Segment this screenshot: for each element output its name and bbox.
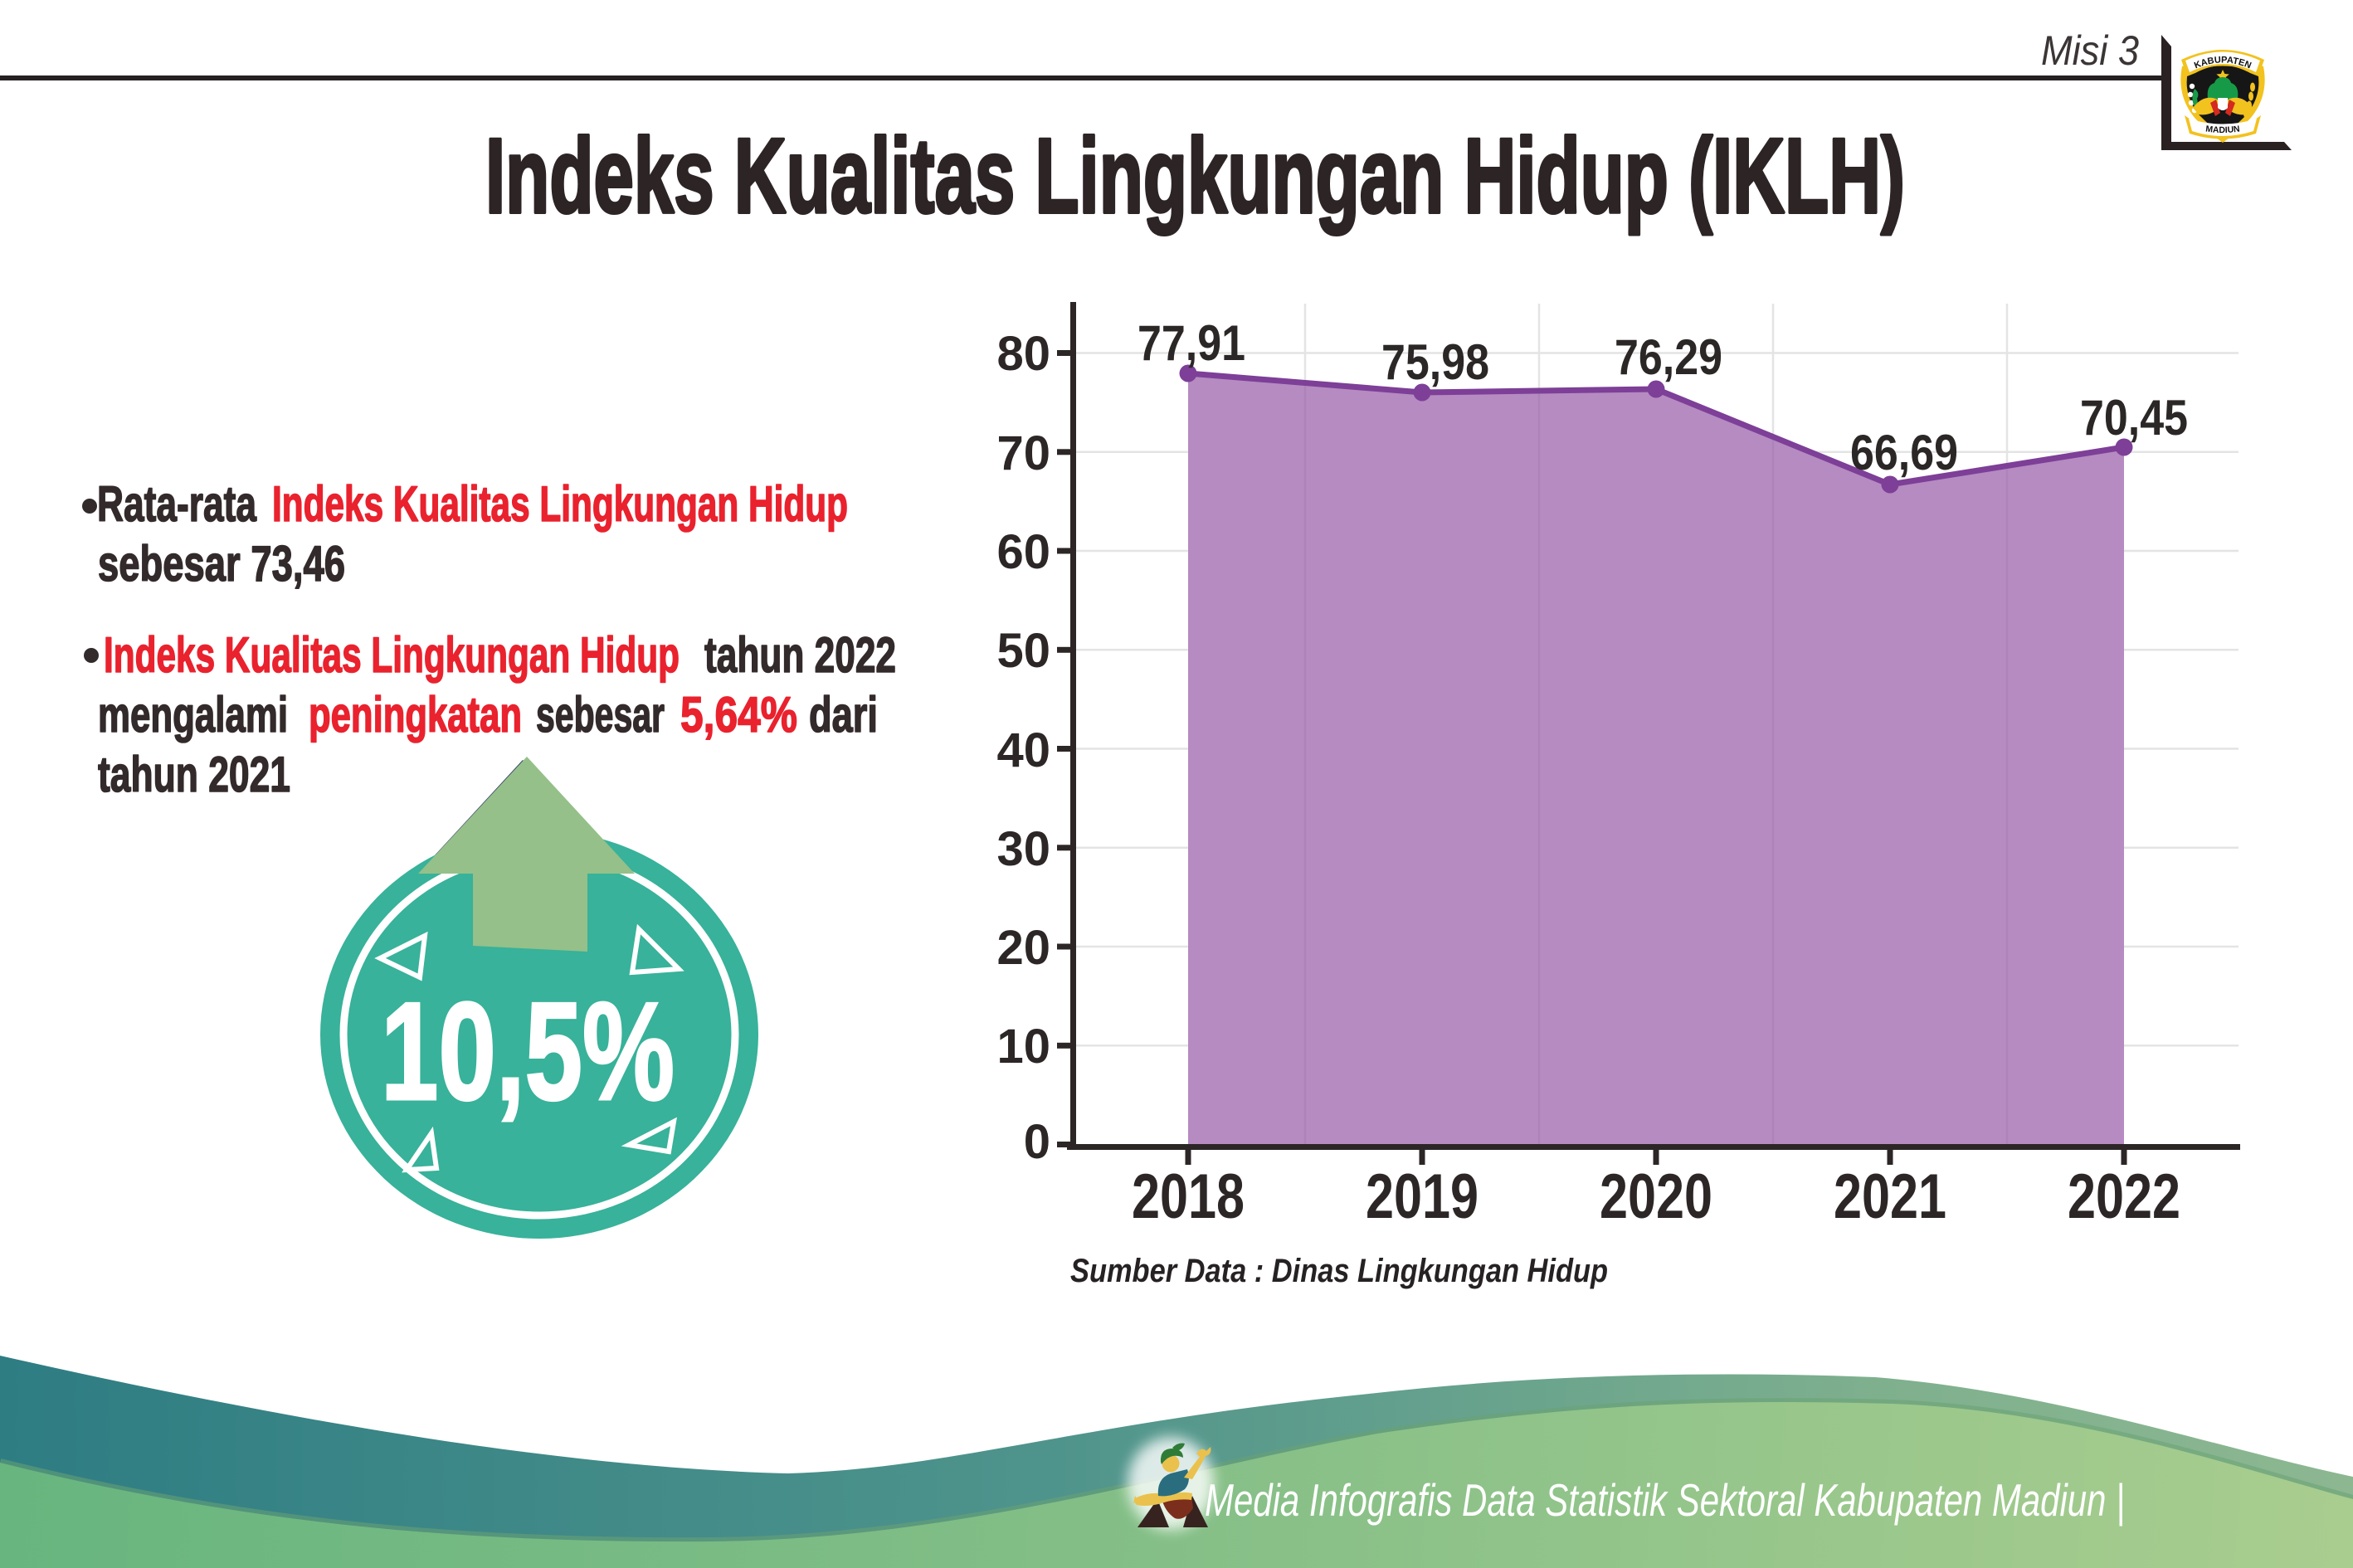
svg-text:tahun 2021: tahun 2021 (98, 747, 290, 802)
svg-text:10,5%: 10,5% (381, 973, 675, 1129)
svg-text:0: 0 (1024, 1115, 1050, 1169)
svg-text:50: 50 (996, 624, 1050, 678)
svg-text:sebesar 73,46: sebesar 73,46 (98, 536, 345, 592)
svg-text:mengalami: mengalami (98, 687, 288, 743)
svg-text:10: 10 (996, 1020, 1050, 1074)
svg-text:Indeks Kualitas Lingkungan Hid: Indeks Kualitas Lingkungan Hidup (272, 476, 848, 532)
svg-text:2019: 2019 (1366, 1161, 1479, 1232)
svg-text:MADIUN: MADIUN (2205, 124, 2241, 135)
svg-text:2020: 2020 (1600, 1161, 1712, 1232)
svg-text:60: 60 (996, 525, 1050, 579)
svg-text:2018: 2018 (1132, 1161, 1245, 1232)
svg-text:peningkatan: peningkatan (309, 687, 522, 743)
svg-text:77,91: 77,91 (1138, 315, 1245, 371)
svg-text:KABUPATEN: KABUPATEN (2193, 55, 2253, 71)
svg-text:66,69: 66,69 (1850, 425, 1958, 480)
svg-text:Sumber Data : Dinas Lingkungan: Sumber Data : Dinas Lingkungan Hidup (1070, 1253, 1608, 1289)
svg-text:tahun 2022: tahun 2022 (704, 627, 896, 683)
svg-text:80: 80 (996, 327, 1050, 381)
svg-text:sebesar: sebesar (536, 687, 665, 743)
svg-text:20: 20 (996, 921, 1050, 975)
svg-text:40: 40 (996, 723, 1050, 777)
svg-text:30: 30 (996, 822, 1050, 876)
svg-text:75,98: 75,98 (1381, 334, 1489, 390)
svg-text:Indeks Kualitas Lingkungan Hid: Indeks Kualitas Lingkungan Hidup (IKLH) (485, 117, 1905, 236)
svg-text:dari: dari (809, 687, 878, 743)
svg-text:70,45: 70,45 (2080, 390, 2188, 446)
svg-text:Misi 3: Misi 3 (2041, 27, 2139, 74)
svg-text:70: 70 (996, 426, 1050, 480)
svg-text:5,64%: 5,64% (680, 687, 797, 743)
svg-text:Rata-rata: Rata-rata (97, 476, 256, 532)
svg-text:Media Infografis Data Statisti: Media Infografis Data Statistik Sektoral… (1205, 1474, 2125, 1527)
svg-text:Indeks Kualitas Lingkungan Hid: Indeks Kualitas Lingkungan Hidup (104, 627, 680, 683)
svg-text:76,29: 76,29 (1615, 329, 1722, 385)
svg-text:2022: 2022 (2068, 1161, 2180, 1232)
svg-text:2021: 2021 (1834, 1161, 1946, 1232)
